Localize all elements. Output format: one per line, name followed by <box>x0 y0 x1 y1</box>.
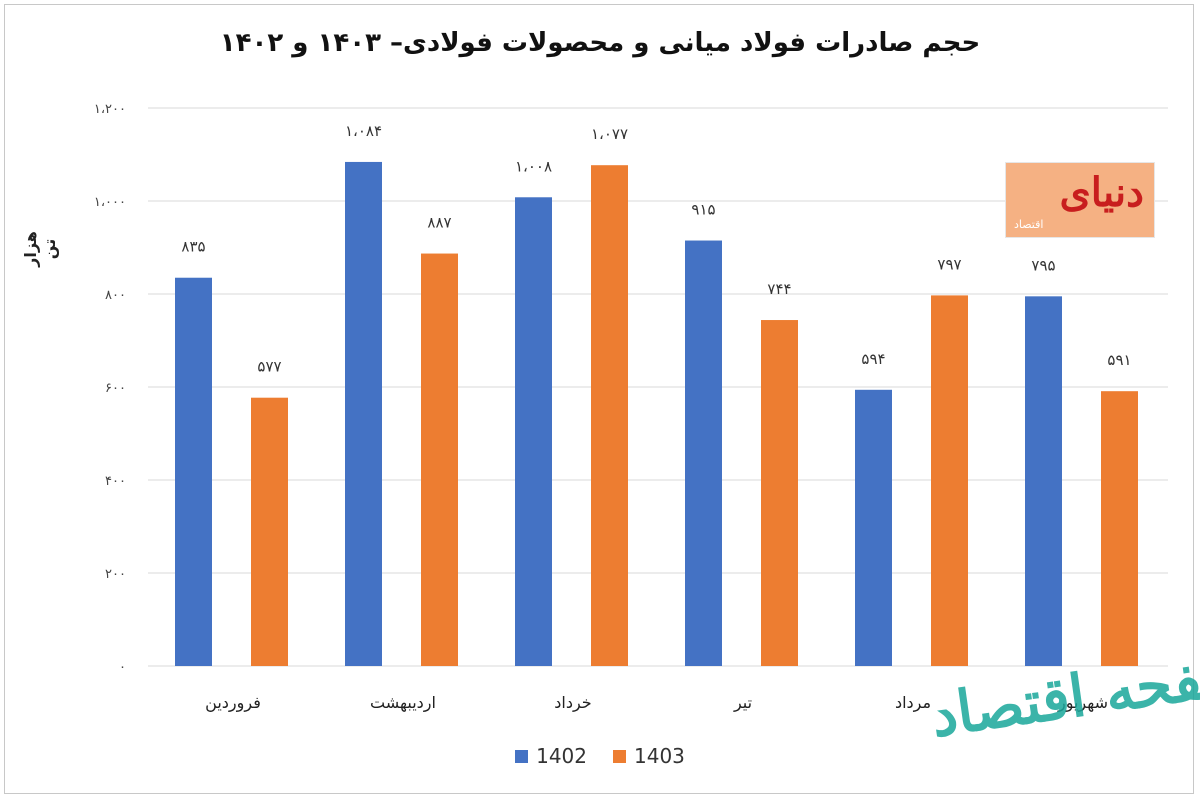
legend-label: 1403 <box>634 744 685 768</box>
x-tick-label: فروردین <box>205 693 261 713</box>
x-tick-label: خرداد <box>554 693 591 713</box>
bar <box>1025 296 1062 666</box>
brand-logo: دنیای اقتصاد <box>1005 162 1155 238</box>
data-label: ۵۹۴ <box>861 350 885 368</box>
data-label: ۱،۰۸۴ <box>345 122 382 140</box>
data-label: ۵۷۷ <box>257 358 281 376</box>
y-tick-label: ۸۰۰ <box>105 288 126 303</box>
data-label: ۷۹۷ <box>937 255 961 273</box>
data-label: ۷۹۵ <box>1031 256 1055 274</box>
bar <box>175 277 212 666</box>
y-tick-label: ۶۰۰ <box>105 381 126 396</box>
bar <box>761 320 798 666</box>
y-tick-label: ۱،۲۰۰ <box>94 102 126 117</box>
data-label: ۹۱۵ <box>691 201 715 219</box>
bar <box>515 197 552 666</box>
y-tick-label: ۰ <box>119 660 126 675</box>
x-tick-label: اردیبهشت <box>370 693 436 713</box>
legend-swatch <box>613 749 626 763</box>
watermark: صفحه اقتصاد <box>927 620 1200 780</box>
bar <box>591 165 628 666</box>
data-label: ۱،۰۰۸ <box>515 157 552 175</box>
legend-label: 1402 <box>536 744 587 768</box>
bar <box>1101 391 1138 666</box>
x-tick-label: مرداد <box>895 693 931 713</box>
data-label: ۸۳۵ <box>181 238 205 256</box>
bar <box>345 161 382 666</box>
bar <box>421 253 458 667</box>
data-label: ۱،۰۷۷ <box>591 125 628 143</box>
bar <box>855 389 892 666</box>
data-label: ۸۸۷ <box>427 214 451 232</box>
data-label: ۵۹۱ <box>1107 351 1131 369</box>
chart-legend: 1402 1403 <box>0 744 1200 768</box>
legend-item-1403: 1403 <box>613 744 685 768</box>
legend-swatch <box>515 749 529 763</box>
x-tick-label: شهریور <box>1057 693 1108 713</box>
bar <box>931 295 968 666</box>
logo-subtext: اقتصاد <box>1014 218 1044 231</box>
x-tick-label: تیر <box>733 693 752 713</box>
bar <box>685 240 722 666</box>
chart-title: حجم صادرات فولاد میانی و محصولات فولادی–… <box>219 28 981 58</box>
y-tick-label: ۲۰۰ <box>105 567 126 582</box>
legend-item-1402: 1402 <box>515 744 587 768</box>
bar <box>251 397 288 666</box>
y-tick-label: ۱،۰۰۰ <box>94 195 126 210</box>
watermark-text: صفحه اقتصاد <box>926 637 1200 751</box>
y-tick-label: ۴۰۰ <box>105 474 126 489</box>
logo-text: دنیای <box>1059 169 1144 216</box>
data-label: ۷۴۴ <box>767 280 791 298</box>
